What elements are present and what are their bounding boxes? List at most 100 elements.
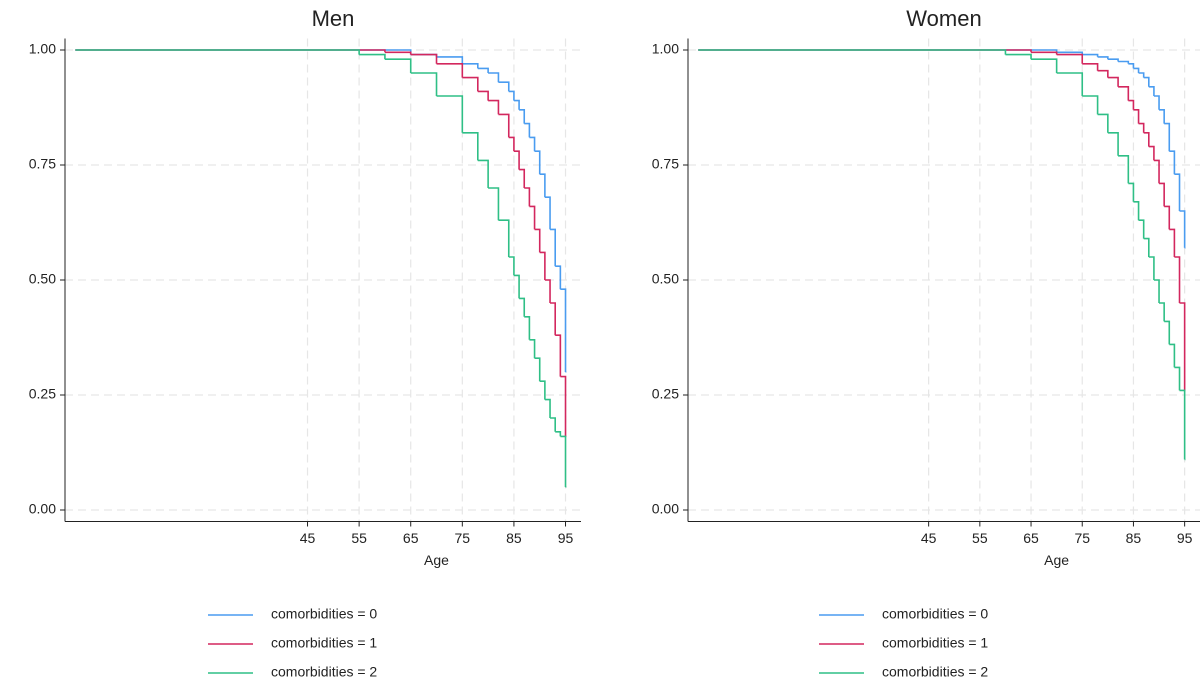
x-tick-label: 85 [506,530,522,546]
x-axis-label: Age [1044,552,1069,568]
step-segment [1179,302,1186,391]
step-segment [384,58,412,73]
step-segment [384,51,412,55]
step-segment [1056,72,1084,96]
step-segment [1143,76,1150,87]
step-segment [1138,219,1145,239]
x-tick-label: 65 [403,530,419,546]
step-segment [1097,56,1109,60]
step-segment [410,53,438,64]
panel: Men 0.00 0.25 0.50 0.75 1.00 45 55 65 75 85 95 Age co… [29,6,581,680]
y-tick-label: 0.50 [652,271,679,287]
y-tick-label: 0.00 [652,501,679,517]
x-tick-label: 95 [1177,530,1193,546]
step-segment [508,90,515,101]
step-segment [1082,53,1099,57]
step-segment [519,109,526,124]
step-segment [979,49,1007,55]
step-segment [1169,150,1176,175]
step-segment [519,168,526,188]
step-segment [524,316,531,340]
step-segment [1153,95,1160,110]
step-segment [1174,173,1181,211]
step-segment [436,56,464,64]
step-segment [550,417,556,432]
step-segment [1159,109,1165,124]
step-segment [1097,113,1109,133]
step-segment [1143,237,1150,257]
step-segment [1169,228,1176,257]
x-tick-label: 45 [921,530,937,546]
step-segment [508,136,515,152]
x-tick-label: 95 [558,530,574,546]
x-axis-label: Age [424,552,449,568]
step-segment [1031,51,1058,55]
step-segment [1005,53,1032,60]
step-segment [477,159,489,188]
step-segment [539,251,546,280]
step-segment [539,173,546,198]
step-segment [1118,155,1130,184]
step-segment [544,398,551,418]
step-segment [498,113,510,138]
step-segment [529,136,536,152]
step-segment [524,122,531,138]
step-segment [1174,256,1181,303]
step-segment [1169,343,1176,368]
step-segment [1153,279,1160,303]
step-segment [1107,132,1119,156]
legend-label: comorbidities = 2 [882,664,988,680]
y-tick-label: 0.75 [29,156,56,172]
x-tick-label: 75 [1074,530,1090,546]
step-segment [1159,182,1165,207]
x-tick-label: 55 [351,530,367,546]
step-segment [524,187,531,207]
step-segment [1118,86,1130,101]
x-tick-label: 65 [1023,530,1039,546]
step-segment [1143,132,1150,147]
y-tick-label: 1.00 [652,41,679,57]
step-segment [513,150,520,170]
step-segment [513,99,520,110]
step-segment [534,357,541,382]
y-tick-label: 0.25 [652,386,679,402]
step-segment [1128,182,1135,202]
step-segment [1174,366,1181,391]
step-segment [1031,58,1058,73]
step-segment [544,196,551,230]
step-segment [1148,145,1155,161]
step-segment [1133,67,1140,73]
chart-title: Men [312,6,355,31]
step-segment [555,431,562,437]
step-segment [1148,86,1155,96]
y-tick-label: 0.00 [29,501,56,517]
step-segment [1138,72,1145,78]
x-tick-label: 75 [455,530,471,546]
step-segment [555,334,562,377]
step-segment [529,339,536,359]
step-segment [550,302,556,336]
step-segment [1107,58,1119,62]
chart-title: Women [906,6,981,31]
step-segment [498,81,510,92]
step-segment [1118,60,1130,64]
step-segment [1133,201,1140,221]
x-tick-label: 85 [1126,530,1142,546]
step-segment [1097,69,1109,78]
step-segment [555,265,562,290]
step-segment [1164,205,1171,230]
step-segment [1138,122,1145,133]
y-tick-label: 0.25 [29,386,56,402]
step-segment [1153,159,1160,184]
x-tick-label: 55 [972,530,988,546]
step-segment [1082,63,1099,71]
step-segment [477,90,489,101]
step-segment [550,228,556,267]
y-tick-label: 0.50 [29,271,56,287]
step-segment [1179,389,1186,460]
step-segment [498,219,510,257]
step-segment [462,63,479,69]
step-segment [1082,95,1099,115]
step-segment [1159,302,1165,322]
legend-label: comorbidities = 1 [882,635,988,651]
